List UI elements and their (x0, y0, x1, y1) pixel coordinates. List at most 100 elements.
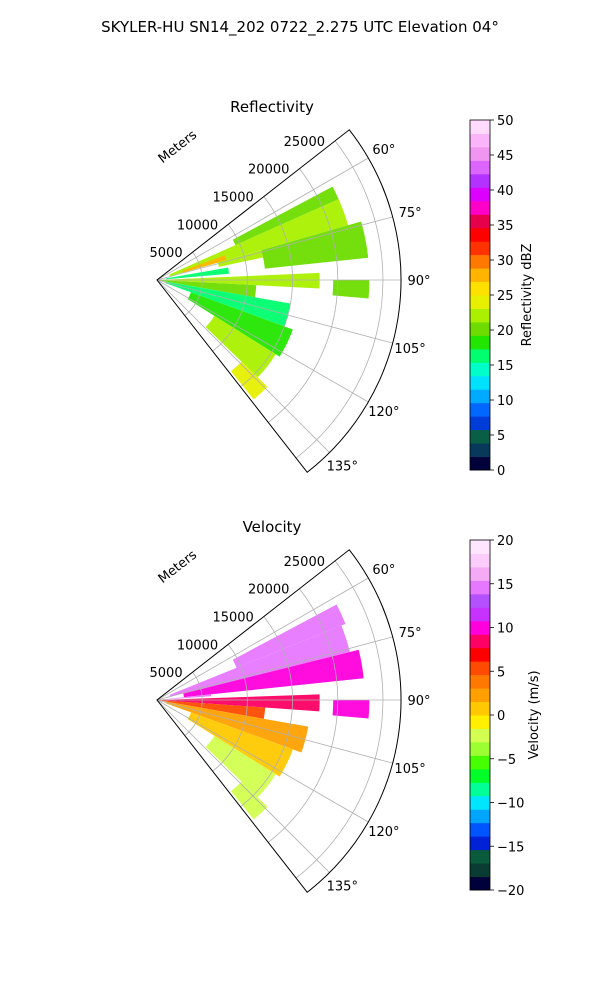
azimuth-tick-label: 60° (372, 143, 395, 158)
reflectivity-field (157, 186, 370, 400)
azimuth-tick-label: 75° (399, 626, 422, 641)
field-sector (332, 280, 370, 299)
range-ring (268, 588, 339, 843)
colorbar-swatch (470, 456, 490, 471)
colorbar-swatch (470, 607, 490, 622)
field-sector (183, 649, 364, 698)
colorbar-swatch (470, 809, 490, 824)
colorbar-swatch (470, 389, 490, 404)
range-tick-label: 20000 (248, 163, 289, 178)
colorbar-swatch (470, 321, 490, 336)
velocity-colorbar: −20 −15 −10 −5 0 5 10 15 20 (469, 534, 524, 899)
colorbar-tick-label: 15 (497, 578, 514, 593)
colorbar-swatch (470, 227, 490, 242)
colorbar-swatch (470, 755, 490, 770)
colorbar-swatch (470, 795, 490, 810)
colorbar-tick-label: 20 (497, 324, 514, 339)
colorbar-swatch (470, 429, 490, 444)
azimuth-spoke (156, 216, 393, 281)
range-tick-label: 10000 (177, 218, 218, 233)
panel-title: Reflectivity (230, 98, 314, 116)
range-ring (240, 616, 293, 808)
field-sector (165, 267, 230, 280)
colorbar-tick-label: −15 (497, 840, 524, 855)
range-ring (295, 140, 384, 459)
velocity-panel: Velocity 5000 10000 15000 20000 25000 60° 75°… (150, 518, 542, 899)
azimuth-tick-label: 75° (399, 206, 422, 221)
colorbar-swatch (470, 836, 490, 851)
field-sector (261, 221, 369, 269)
azimuth-tick-labels: 60° 75° 90° 105° 120° 135° (327, 143, 431, 474)
colorbar-swatch (470, 443, 490, 458)
velocity-field (157, 604, 370, 820)
colorbar-swatch (470, 849, 490, 864)
colorbar-tick-label: 45 (497, 149, 514, 164)
colorbar-swatch (470, 254, 490, 269)
colorbar-swatch (470, 540, 490, 554)
colorbar-swatch (470, 580, 490, 595)
field-sector (169, 199, 349, 277)
colorbar-tick-label: 0 (497, 709, 505, 724)
range-axis-label: Meters (156, 128, 200, 167)
colorbar-swatch (470, 375, 490, 390)
range-ring (295, 560, 384, 879)
colorbar-tick-label: 10 (497, 394, 514, 409)
colorbar-swatch (470, 335, 490, 350)
azimuth-tick-label: 105° (394, 762, 425, 777)
field-sector (230, 361, 268, 400)
range-tick-label: 15000 (212, 611, 253, 626)
colorbar-swatch (470, 593, 490, 608)
colorbar-swatch (470, 308, 490, 323)
colorbar-swatch (470, 214, 490, 229)
azimuth-tick-label: 60° (372, 563, 395, 578)
reflectivity-colorbar: 0 5 10 15 20 25 30 35 40 45 50 (469, 114, 514, 479)
colorbar-swatch (470, 362, 490, 377)
colorbar-tick-label: 30 (497, 254, 514, 269)
azimuth-tick-label: 120° (368, 405, 399, 420)
colorbar-swatch (470, 876, 490, 891)
range-ring (212, 644, 248, 772)
colorbar-tick-label: 15 (497, 359, 514, 374)
colorbar-swatch (470, 715, 490, 729)
colorbar-swatch (470, 701, 490, 716)
colorbar-swatch (470, 782, 490, 797)
colorbar-swatch (470, 133, 490, 148)
colorbar-swatch (470, 241, 490, 256)
colorbar-swatch (470, 647, 490, 662)
azimuth-spoke (156, 699, 393, 764)
colorbar-tick-label: 40 (497, 184, 514, 199)
field-sector (157, 694, 320, 712)
range-tick-label: 25000 (284, 135, 325, 150)
colorbar-tick-label: 0 (497, 464, 505, 479)
range-tick-label: 5000 (150, 666, 183, 681)
colorbar-label: Velocity (m/s) (527, 670, 542, 759)
sector-frame (156, 129, 402, 473)
field-sector (205, 315, 276, 378)
colorbar-swatch (470, 863, 490, 878)
field-sector (165, 701, 309, 753)
range-tick-label: 5000 (150, 246, 183, 261)
colorbar-swatch (470, 566, 490, 581)
azimuth-tick-labels: 60° 75° 90° 105° 120° 135° (327, 563, 431, 894)
azimuth-spoke (156, 157, 369, 281)
colorbar-swatch (470, 146, 490, 161)
colorbar-tick-label: −10 (497, 797, 524, 812)
field-sector (182, 255, 227, 273)
azimuth-tick-label: 120° (368, 825, 399, 840)
field-sector (205, 735, 276, 798)
colorbar-swatch (470, 768, 490, 783)
azimuth-spoke (156, 699, 369, 823)
field-sector (157, 700, 266, 719)
range-tick-label: 10000 (177, 638, 218, 653)
colorbar-swatch (470, 173, 490, 188)
field-sector (187, 292, 293, 357)
colorbar-tick-label: 5 (497, 665, 505, 680)
colorbar-swatch (470, 120, 490, 134)
azimuth-spoke (156, 699, 330, 873)
range-tick-labels: 5000 10000 15000 20000 25000 (150, 135, 325, 261)
colorbar-tick-label: −5 (497, 753, 516, 768)
colorbar-swatch (470, 268, 490, 283)
reflectivity-panel: Reflectivity 5000 10000 15000 20000 25000 60… (150, 98, 535, 479)
colorbar-swatch (470, 295, 490, 309)
azimuth-spoke (156, 577, 369, 701)
